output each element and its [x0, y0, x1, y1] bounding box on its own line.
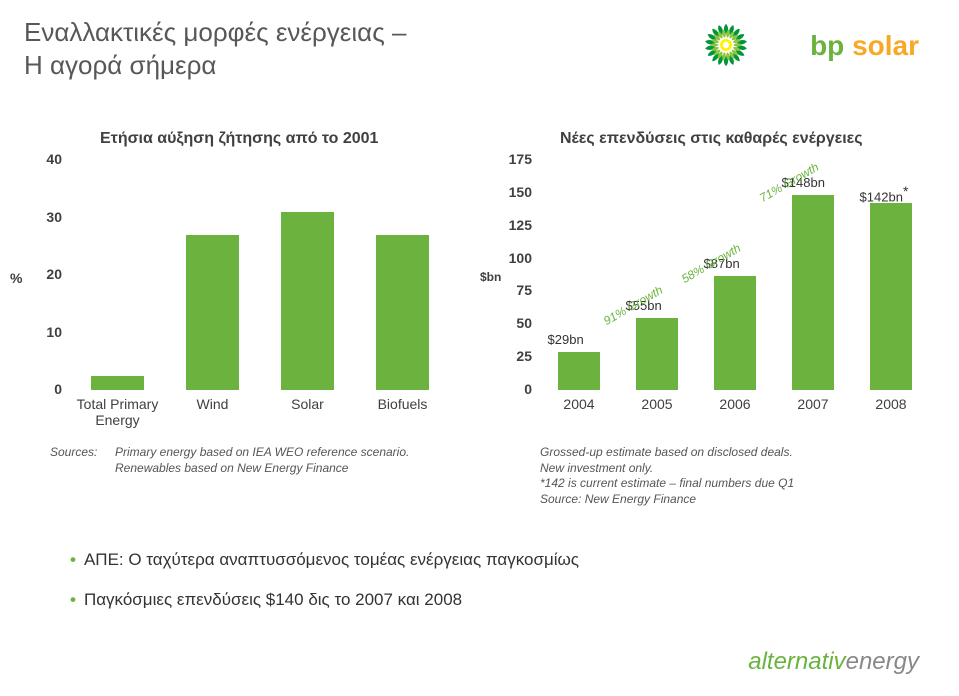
bullet-2-text: Παγκόσμιες επενδύσεις $140 δις το 2007 κ…	[84, 590, 462, 609]
sources-left: Primary energy based on IEA WEO referenc…	[115, 445, 435, 476]
sources-label: Sources:	[50, 445, 110, 461]
bar	[376, 235, 428, 390]
x-label: Solar	[260, 396, 355, 412]
y-tick: 100	[500, 250, 532, 266]
y-tick: 20	[30, 266, 62, 282]
bp-helios-icon	[703, 22, 749, 73]
bar	[281, 212, 333, 390]
x-label: 2004	[540, 396, 618, 412]
y-tick: 75	[500, 282, 532, 298]
alt-logo-b: energy	[846, 648, 919, 675]
bar	[714, 276, 757, 390]
x-label: 2007	[774, 396, 852, 412]
bar	[870, 203, 913, 390]
title-box: Εναλλακτικές μορφές ενέργειας – Η αγορά …	[0, 8, 548, 91]
y-tick: 150	[500, 184, 532, 200]
bullet-dot-icon: •	[70, 590, 76, 609]
bullet-2: • Παγκόσμιες επενδύσεις $140 δις το 2007 …	[70, 590, 462, 610]
x-label: 2008	[852, 396, 930, 412]
bar	[636, 318, 679, 390]
bar	[186, 235, 238, 390]
brand-solar: solar	[844, 30, 919, 61]
y-tick: 0	[30, 381, 62, 397]
x-label: Biofuels	[355, 396, 450, 412]
bullet-1: • ΑΠΕ: Ο ταχύτερα αναπτυσσόμενος τομέας ε…	[70, 550, 579, 570]
sources-right: Grossed-up estimate based on disclosed d…	[540, 445, 940, 507]
sources-right-2: New investment only.	[540, 461, 940, 477]
x-label: Wind	[165, 396, 260, 412]
y-tick: 50	[500, 315, 532, 331]
y-tick: 175	[500, 151, 532, 167]
x-label: 2005	[618, 396, 696, 412]
bar	[792, 195, 835, 390]
title-line-2: Η αγορά σήμερα	[24, 49, 524, 82]
y-tick: 125	[500, 217, 532, 233]
y-tick: 25	[500, 348, 532, 364]
title-line-1: Εναλλακτικές μορφές ενέργειας –	[24, 16, 524, 49]
y-tick: 30	[30, 209, 62, 225]
y-tick: 10	[30, 324, 62, 340]
value-label: $142bn*	[860, 183, 909, 204]
bullet-1-text: ΑΠΕ: Ο ταχύτερα αναπτυσσόμενος τομέας εν…	[84, 550, 579, 569]
sources-right-3: *142 is current estimate – final numbers…	[540, 476, 940, 492]
bullet-dot-icon: •	[70, 550, 76, 569]
bar	[558, 352, 601, 390]
alt-logo-a: alternativ	[748, 648, 845, 675]
value-label: $29bn	[548, 332, 584, 347]
y-tick: 0	[500, 381, 532, 397]
brand-bp: bp	[810, 30, 844, 61]
chart1-title: Ετήσια αύξηση ζήτησης από το 2001	[100, 130, 378, 148]
y-tick: 40	[30, 151, 62, 167]
chart2-yaxis-label: $bn	[480, 270, 501, 284]
sources-right-1: Grossed-up estimate based on disclosed d…	[540, 445, 940, 461]
x-label: 2006	[696, 396, 774, 412]
bar	[91, 376, 143, 390]
chart1-yaxis-label: %	[10, 270, 22, 286]
brand-text: bp solar	[810, 30, 919, 62]
alternativenergy-logo: alternativenergy	[748, 648, 919, 676]
x-label: Total PrimaryEnergy	[70, 396, 165, 428]
chart2-title: Νέες επενδύσεις στις καθαρές ενέργειες	[560, 130, 863, 148]
sources-right-4: Source: New Energy Finance	[540, 492, 940, 508]
